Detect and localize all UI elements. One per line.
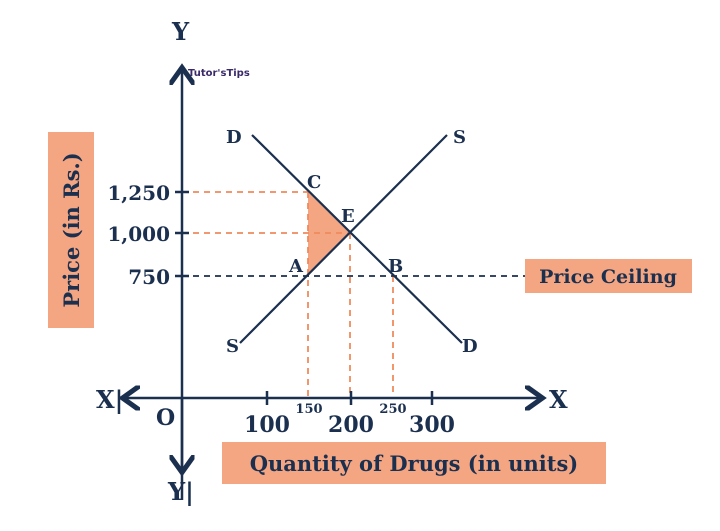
- x-label-box: [222, 442, 606, 484]
- x-axis-title: Quantity of Drugs (in units): [250, 451, 579, 476]
- y-tick: 1,250: [107, 181, 170, 205]
- y-axis-label: Y: [171, 17, 190, 46]
- y-axis-title: Price (in Rs.): [59, 152, 84, 307]
- x-tick: 200: [328, 412, 374, 438]
- price-ceiling-box: [525, 259, 692, 293]
- y-prime-label: Y|: [167, 477, 194, 506]
- x-axis-label: X: [549, 385, 568, 414]
- point-a-label: A: [288, 256, 304, 277]
- supply-label: S: [226, 336, 239, 357]
- supply-curve: [239, 134, 448, 344]
- y-tick: 1,000: [107, 222, 170, 246]
- demand-curve: [251, 134, 463, 344]
- x-tick-small: 250: [379, 402, 406, 417]
- price-ceiling-label: Price Ceiling: [539, 266, 677, 288]
- demand-label: D: [226, 127, 242, 148]
- supply-label: S: [453, 127, 466, 148]
- origin-label: O: [156, 405, 175, 431]
- point-c-label: C: [307, 172, 321, 193]
- x-tick: 300: [409, 412, 455, 438]
- y-tick: 750: [128, 265, 170, 289]
- x-tick-small: 150: [295, 402, 322, 417]
- x-prime-label: X|: [96, 385, 123, 414]
- point-e-label: E: [341, 206, 355, 227]
- logo: Tutor'sTips: [188, 68, 250, 79]
- y-label-box: [48, 132, 94, 328]
- x-tick: 100: [244, 412, 290, 438]
- deadweight-loss-area: [308, 192, 350, 276]
- point-b-label: B: [388, 256, 403, 277]
- demand-label: D: [462, 336, 478, 357]
